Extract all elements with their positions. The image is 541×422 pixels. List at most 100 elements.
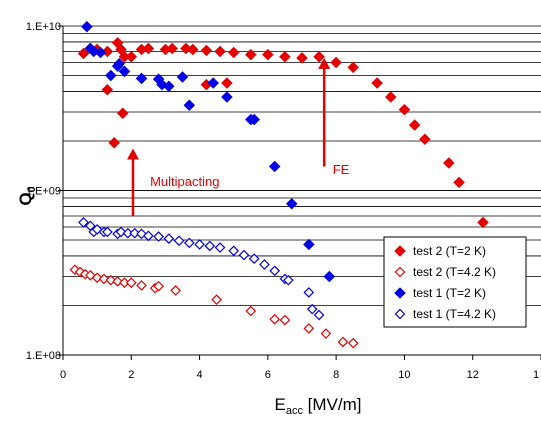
x-axis-label-unit: [MV/m] [303,395,362,414]
x-tick-label: 10 [398,369,410,381]
legend-marker [394,245,406,257]
data-point [337,336,349,348]
data-point [211,294,222,306]
data-point [162,80,175,93]
data-point [129,227,141,239]
data-point [186,43,199,56]
x-tick-label: 0 [60,369,66,381]
y-axis-label-main: Q [16,192,35,205]
data-point [248,253,260,265]
legend: test 2 (T=2 K) test 2 (T=4.2 K) test 1 (T=… [383,236,527,328]
y-axis-label: Q0 [16,186,38,205]
y-tick-label: 1.E+08 [26,350,61,362]
data-point [282,274,294,286]
data-point [262,48,274,61]
data-point [269,313,281,325]
annotations: FE Multipacting [126,57,350,216]
data-point [200,44,213,57]
data-point [347,61,360,74]
x-axis-label: Eacc [MV/m] [274,395,361,417]
data-point [94,46,107,59]
data-point [313,309,325,321]
annotation-label: Multipacting [150,174,219,189]
data-point [153,231,164,242]
series-4 [78,217,325,321]
grid [63,25,541,356]
data-points [69,20,489,349]
x-tick-label: 1 [533,369,539,381]
x-tick-label: 8 [333,369,339,381]
data-point [214,242,226,253]
data-point [453,176,465,189]
data-point [142,42,155,55]
annotation-label: FE [333,162,350,177]
data-point [105,274,117,286]
data-point [173,235,185,247]
data-point [245,305,257,317]
data-point [112,276,123,287]
data-point [330,56,342,69]
data-point [347,337,359,349]
legend-label: test 2 (T=2 K) [413,244,486,258]
annotation-arrow-head [318,57,331,69]
data-point [102,226,113,238]
data-point [279,314,291,326]
series-1 [77,36,489,229]
data-point [296,52,308,64]
data-point [313,50,325,63]
data-point [221,77,233,89]
data-point [269,265,281,277]
data-point [384,91,397,103]
y-tick-label: 1.E+10 [26,21,61,33]
data-point [207,77,220,89]
data-point [98,273,110,285]
data-point [113,57,126,70]
data-point [285,197,298,210]
legend-marker [394,287,406,299]
data-point [398,103,411,116]
data-point [214,45,226,58]
data-point [78,217,89,228]
legend-box [383,236,527,328]
data-point [166,42,179,55]
data-point [227,46,240,59]
data-point [419,133,431,146]
data-point [194,239,205,250]
data-point [108,136,121,149]
data-point [91,272,103,284]
series-3 [81,20,336,283]
x-tick-label: 4 [197,369,203,381]
data-point [153,280,164,292]
data-point [77,47,90,60]
data-point [115,226,127,238]
x-tick-label: 12 [467,369,479,381]
data-point [135,72,148,85]
x-tick-label: 6 [265,369,271,381]
data-point [136,280,147,291]
data-point [118,65,131,78]
data-point [116,107,129,120]
data-point [176,71,189,83]
data-point [303,287,315,298]
data-point [248,113,261,126]
legend-marker [394,308,406,320]
data-point [268,160,281,173]
data-point [125,277,137,289]
x-tick-label: 2 [128,369,134,381]
data-point [143,230,154,242]
data-point [371,77,383,89]
series-2 [69,264,359,349]
data-point [320,328,332,339]
x-axis-label-sub: acc [286,405,304,417]
data-point [228,245,240,257]
data-point [442,157,455,169]
data-point [183,237,195,249]
data-point [306,303,318,315]
data-point [204,240,216,252]
data-point [163,233,175,244]
legend-label: test 1 (T=4.2 K) [413,307,496,321]
legend-label: test 1 (T=2 K) [413,286,486,300]
data-point [303,323,315,334]
